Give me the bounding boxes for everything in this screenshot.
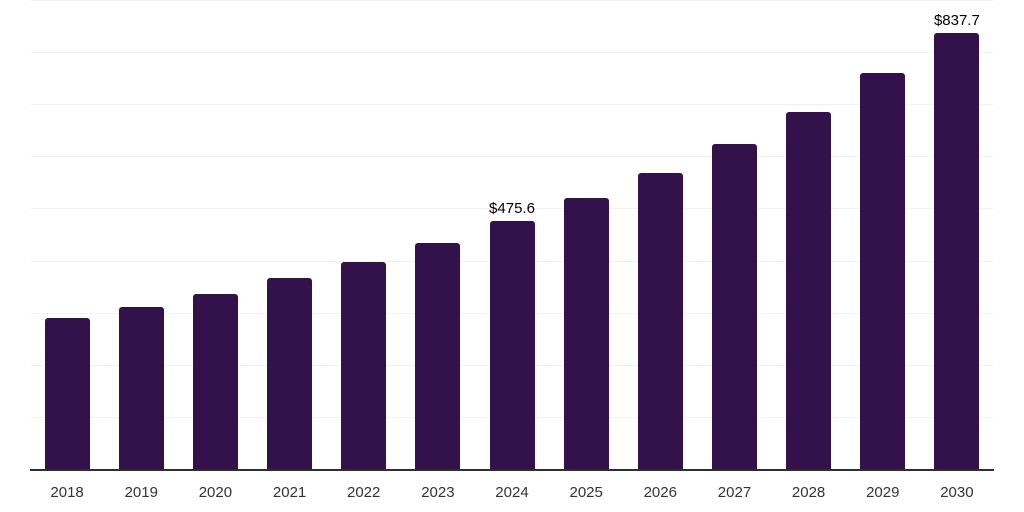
bar-2025 [563,198,609,469]
x-tick-label-2022: 2022 [347,484,381,501]
x-tick-label-2027: 2027 [717,484,752,501]
bar-2027 [712,143,757,469]
data-label-2024: $475.6 [489,200,535,218]
bar-2024 [489,221,535,469]
x-tick-label-2030: 2030 [940,484,974,501]
bar-2028 [786,112,832,469]
x-tick-label-2026: 2026 [643,484,677,501]
x-tick-label-2021: 2021 [272,484,307,501]
x-tick-label-2019: 2019 [124,484,158,501]
gridline-600 [30,156,994,158]
bar-2023 [415,242,461,469]
x-axis-line [30,469,994,471]
x-tick-label-2023: 2023 [421,484,455,501]
bar-2021 [267,277,312,469]
bar-2020 [192,293,238,469]
x-tick-label-2025: 2025 [569,484,603,501]
bar-2018 [44,317,90,469]
plot-area [30,0,994,469]
gridline-900 [30,0,994,1]
x-tick-label-2024: 2024 [495,484,529,501]
bar-2022 [341,262,387,469]
bar-2029 [860,73,906,469]
x-tick-label-2029: 2029 [866,484,900,501]
gridline-700 [30,104,994,106]
x-tick-label-2020: 2020 [198,484,233,501]
bar-2019 [118,306,164,469]
data-label-2030: $837.7 [933,11,980,29]
bar-2030 [934,32,980,469]
bar-2026 [637,173,683,469]
gridline-500 [30,208,994,210]
x-tick-label-2028: 2028 [791,484,826,501]
gridline-800 [30,52,994,54]
x-tick-label-2018: 2018 [50,484,84,501]
